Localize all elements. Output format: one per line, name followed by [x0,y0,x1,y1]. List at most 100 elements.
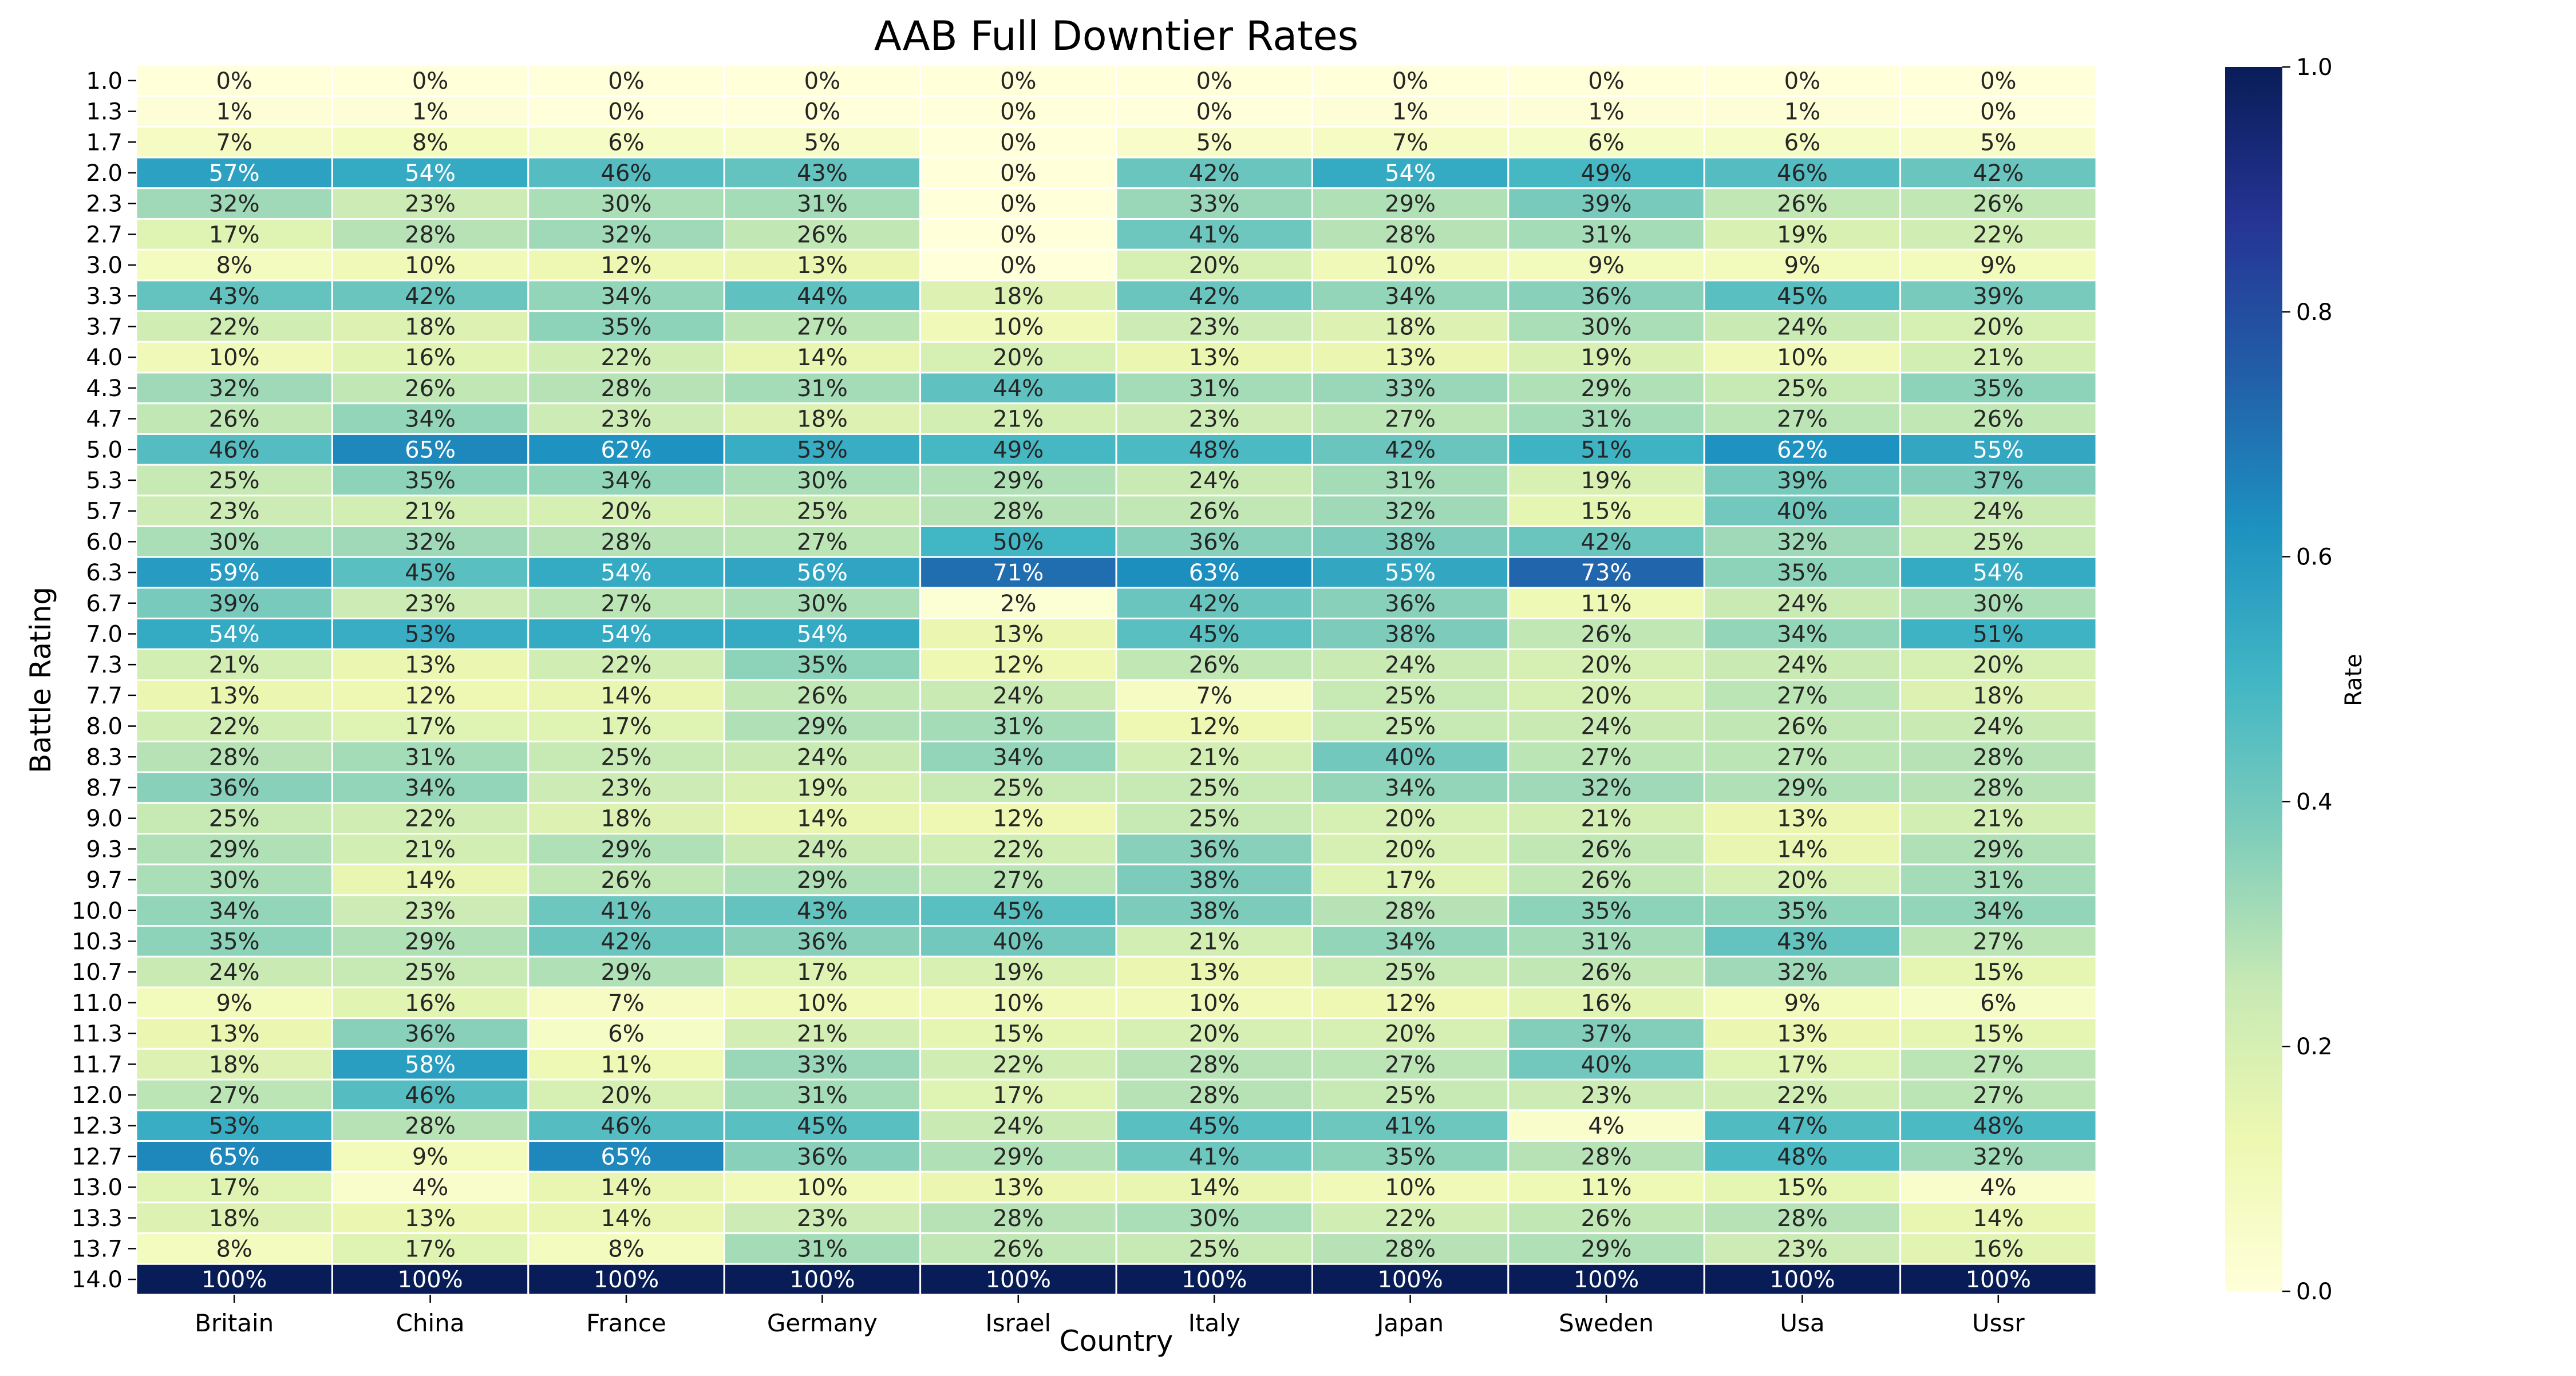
cell-value-label: 7% [608,990,644,1017]
cell-value-label: 42% [1973,160,2024,187]
heatmap-cell [919,894,1117,927]
cell-value-label: 17% [993,1082,1044,1109]
cell-value-label: 45% [1189,621,1240,647]
cell-value-label: 22% [601,345,652,371]
chart-title: AAB Full Downtier Rates [874,13,1358,60]
heatmap-cell [135,156,333,189]
cell-value-label: 6% [608,129,644,156]
heatmap-cell [1507,248,1705,282]
heatmap-cell [527,279,725,313]
heatmap-cell [1507,1171,1705,1204]
cell-value-label: 62% [601,437,652,463]
heatmap-cell [1311,833,1510,865]
x-axis-ticks: Britain China France Germany Israel Italy Japa… [195,1295,2025,1337]
x-axis-label: Country [1060,1324,1174,1358]
cell-value-label: 23% [1581,1082,1632,1109]
heatmap-cell [723,710,922,742]
cell-value-label: 35% [1973,375,2024,402]
cell-value-label: 36% [1189,836,1240,863]
y-tick-label: 7.3 [86,652,123,678]
cell-value-label: 30% [1581,314,1632,340]
cell-value-label: 0% [1196,68,1232,94]
cell-value-label: 32% [601,222,652,248]
heatmap-cell [1899,279,2097,313]
heatmap-cell [1703,648,1902,681]
heatmap-cell [135,556,333,589]
cell-value-label: 28% [601,529,652,555]
cell-value-label: 39% [1973,283,2024,310]
heatmap-cell [1703,495,1902,527]
heatmap-cell [1899,495,2097,527]
heatmap-cell [331,1232,530,1265]
cell-value-label: 42% [1581,529,1632,555]
cell-value-label: 32% [209,191,260,218]
heatmap-cell [1703,187,1902,220]
heatmap-cell [1507,618,1705,650]
cell-value-label: 28% [1189,1082,1240,1109]
colorbar-tick-label: 1.0 [2296,54,2333,81]
cell-value-label: 14% [405,867,456,893]
cell-value-label: 17% [601,714,652,740]
y-tick-label: 11.7 [72,1051,123,1078]
y-tick-label: 2.0 [86,160,123,187]
cell-value-label: 20% [1385,836,1436,863]
cell-value-label: 27% [601,591,652,617]
x-tick-label: China [396,1309,465,1337]
cell-value-label: 24% [1385,652,1436,678]
heatmap-cell [1311,618,1510,650]
colorbar: 0.0 0.2 0.4 0.6 0.8 1.0 Rate [2225,54,2367,1305]
heatmap-cell [919,371,1117,405]
cell-value-label: 32% [1777,529,1828,555]
heatmap-cell [723,1017,922,1050]
heatmap-cell [919,863,1117,896]
cell-value-label: 18% [209,1205,260,1232]
cell-value-label: 21% [1189,744,1240,770]
heatmap-cell [919,740,1117,773]
y-axis-label: Battle Rating [24,587,57,773]
cell-value-label: 54% [797,621,848,647]
cell-value-label: 13% [1777,806,1828,832]
cell-value-label: 21% [1973,345,2024,371]
cell-value-label: 24% [209,959,260,986]
heatmap-cell [1115,433,1313,466]
y-tick-label: 8.0 [86,714,123,740]
cell-value-label: 34% [601,283,652,310]
heatmap-cell [1507,894,1705,927]
cell-value-label: 19% [1777,222,1828,248]
heatmap-cell [1899,1140,2097,1173]
cell-value-label: 22% [209,714,260,740]
cell-value-label: 36% [797,928,848,955]
cell-value-label: 46% [405,1082,456,1109]
heatmap-cell [331,894,530,927]
cell-value-label: 35% [1385,1144,1436,1170]
cell-value-label: 12% [405,683,456,709]
cell-value-label: 21% [1581,806,1632,832]
cell-value-label: 13% [993,1175,1044,1201]
cell-value-label: 1% [216,99,252,125]
heatmap-cell [1507,1017,1705,1050]
cell-value-label: 71% [993,560,1044,586]
cell-value-label: 33% [1189,191,1240,218]
cell-value-label: 25% [993,775,1044,801]
heatmap-cell [1115,1078,1313,1112]
cell-value-label: 26% [1581,959,1632,986]
heatmap-cell [527,1078,725,1112]
heatmap-cell [1703,618,1902,650]
cell-value-label: 65% [601,1144,652,1170]
heatmap-cell [135,433,333,466]
cell-value-label: 22% [405,806,456,832]
cell-value-label: 10% [993,990,1044,1017]
cell-value-label: 25% [1189,806,1240,832]
cell-value-label: 24% [797,744,848,770]
cell-value-label: 0% [1000,129,1036,156]
heatmap-cell [1703,341,1902,374]
cell-value-label: 55% [1973,437,2024,463]
heatmap-cell [919,187,1117,220]
heatmap-cell [135,955,333,988]
heatmap-cell [1899,833,2097,865]
cell-value-label: 34% [601,468,652,494]
cell-value-label: 12% [1189,714,1240,740]
heatmap-cell [1115,248,1313,282]
cell-value-label: 28% [1385,898,1436,924]
x-tick-label: Britain [195,1309,274,1337]
